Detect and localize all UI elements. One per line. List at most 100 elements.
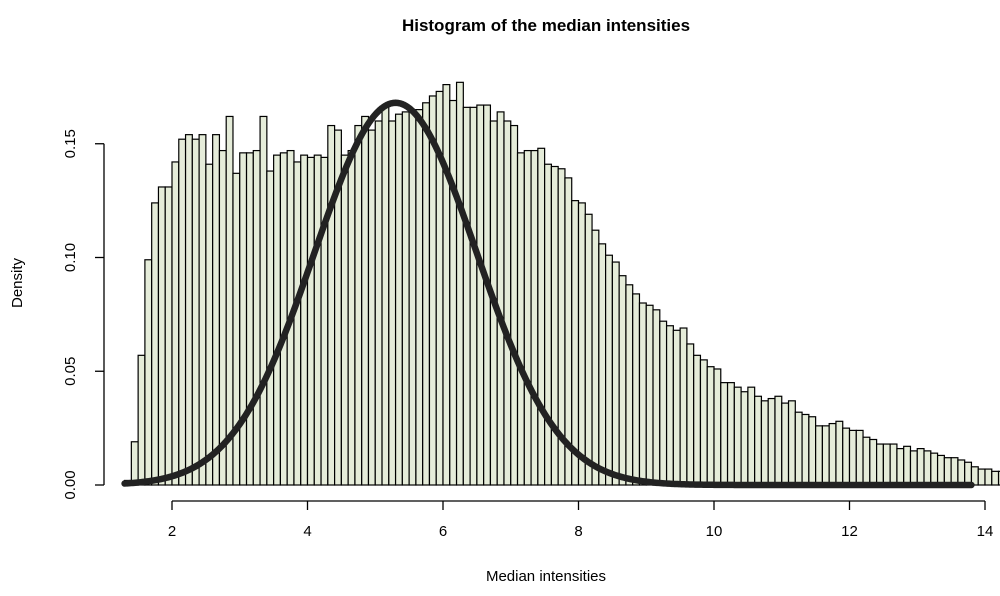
histogram-bar — [320, 156, 329, 486]
histogram-bar — [469, 106, 478, 486]
histogram-bar — [245, 152, 254, 486]
histogram-bar — [144, 259, 153, 486]
histogram-bar — [164, 186, 173, 486]
histogram-bar — [693, 354, 702, 486]
histogram-bar — [544, 163, 553, 486]
histogram-bar — [367, 129, 376, 486]
histogram-bar — [293, 161, 302, 486]
histogram-bar — [699, 359, 708, 486]
histogram-bar — [787, 400, 796, 486]
histogram-bar — [794, 411, 803, 486]
histogram-bar — [313, 154, 322, 486]
histogram-bar — [889, 443, 898, 486]
histogram-bar — [726, 382, 735, 486]
histogram-bar — [442, 83, 451, 486]
histogram-bar — [151, 202, 160, 486]
histogram-bar — [611, 261, 620, 486]
histogram-bar — [171, 161, 180, 486]
histogram-bar — [638, 302, 647, 486]
x-tick-label: 14 — [977, 523, 994, 540]
histogram-bar — [259, 115, 268, 486]
histogram-bar — [571, 200, 580, 486]
histogram-bar — [198, 134, 207, 486]
histogram-bar — [347, 149, 356, 486]
y-tick-label: 0.00 — [62, 470, 79, 499]
histogram-bar — [625, 284, 634, 486]
histogram-bar — [808, 416, 817, 486]
histogram-bar — [815, 425, 824, 486]
histogram-bar — [672, 329, 681, 486]
histogram-bar — [720, 382, 729, 486]
histogram-bar — [848, 429, 857, 486]
histogram-bar — [760, 400, 769, 486]
histogram-bar — [510, 124, 519, 486]
histogram-bar — [591, 229, 600, 486]
y-axis: 0.00 0.05 0.10 0.15 — [62, 129, 105, 500]
histogram-bar — [232, 172, 241, 486]
y-tick-label: 0.15 — [62, 129, 79, 158]
histogram-bar — [394, 113, 403, 486]
x-tick-label: 12 — [841, 523, 858, 540]
x-tick-label: 2 — [168, 523, 176, 540]
histogram-bar — [354, 124, 363, 486]
histogram-bar — [212, 134, 221, 486]
histogram-bar — [997, 470, 1000, 486]
x-tick-label: 8 — [574, 523, 582, 540]
histogram-bar — [361, 115, 370, 486]
histogram-bar — [537, 147, 546, 486]
histogram-bar — [903, 445, 912, 486]
histogram-bar — [239, 152, 248, 486]
histogram-bar — [455, 81, 464, 486]
histogram-bar — [686, 343, 695, 486]
histogram-bar — [821, 425, 830, 486]
density-curve-layer — [121, 99, 975, 489]
histogram-bar — [496, 111, 505, 486]
histogram-bar — [218, 149, 227, 486]
histogram-bar — [550, 165, 559, 486]
x-tick-label: 6 — [439, 523, 447, 540]
histogram-bar — [652, 309, 661, 486]
x-tick-label: 4 — [303, 523, 311, 540]
chart-title: Histogram of the median intensities — [402, 16, 690, 35]
histogram-bar — [754, 395, 763, 486]
histogram-bar — [869, 438, 878, 486]
histogram-bar — [273, 154, 282, 486]
histogram-bar — [659, 320, 668, 486]
histogram-bar — [252, 149, 261, 486]
histogram-bar — [205, 163, 214, 486]
histogram-bar — [632, 293, 641, 486]
histogram-bar — [706, 366, 715, 486]
histogram-bar — [476, 104, 485, 486]
histogram-bar — [462, 106, 471, 486]
x-axis: 2 4 6 8 10 12 14 — [168, 500, 994, 540]
histogram-bar — [991, 470, 1000, 486]
y-axis-label: Density — [9, 257, 26, 308]
histogram-bar — [909, 450, 918, 486]
histogram-bar — [306, 156, 315, 486]
histogram-bar — [747, 386, 756, 486]
histogram-bar — [882, 443, 891, 486]
histogram-bar — [930, 452, 939, 486]
histogram-bar — [381, 106, 390, 486]
histogram-bar — [916, 448, 925, 486]
histogram-bar — [896, 448, 905, 486]
histogram-bar — [530, 149, 539, 486]
y-tick-label: 0.05 — [62, 357, 79, 386]
histogram-bar — [279, 152, 288, 486]
histogram-bar — [137, 354, 146, 486]
histogram-bar — [781, 402, 790, 486]
histogram-bar — [679, 327, 688, 486]
histogram-bar — [801, 413, 810, 486]
histogram-bar — [984, 468, 993, 486]
histogram-bar — [713, 368, 722, 486]
histogram-bar — [767, 397, 776, 486]
histogram-bar — [828, 422, 837, 486]
histogram-bar — [503, 120, 512, 486]
histogram-bar — [401, 111, 410, 486]
histogram-bar — [645, 304, 654, 486]
histogram-bar — [618, 275, 627, 486]
histogram-bar — [523, 149, 532, 486]
histogram-bar — [875, 443, 884, 486]
